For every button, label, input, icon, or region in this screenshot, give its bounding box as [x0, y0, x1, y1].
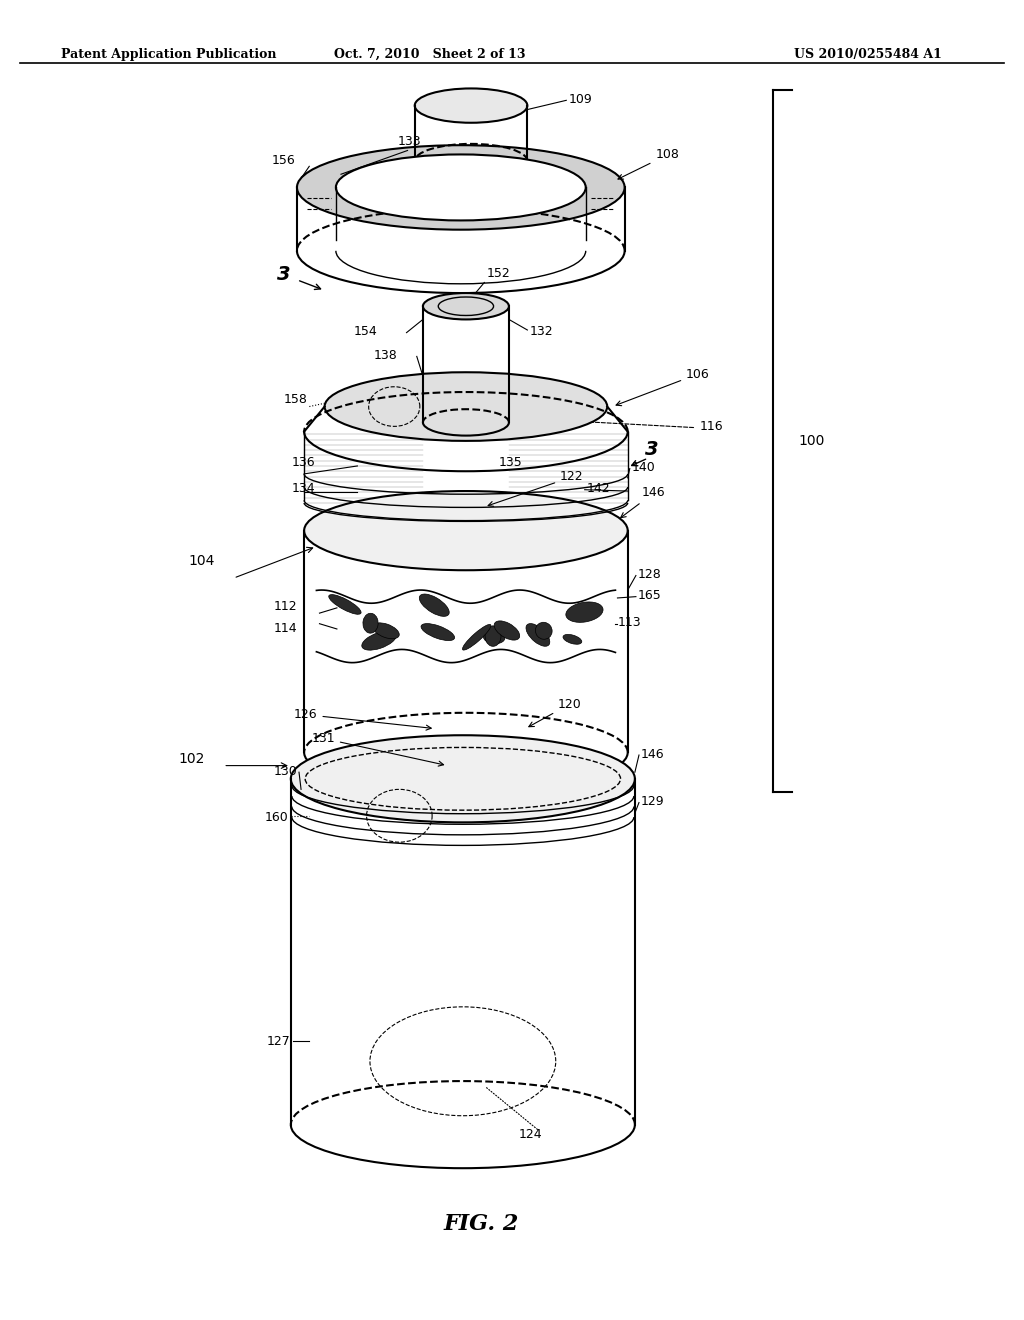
- Ellipse shape: [297, 145, 625, 230]
- Text: 146: 146: [641, 747, 665, 760]
- Text: 106: 106: [616, 367, 710, 405]
- Text: 132: 132: [529, 325, 553, 338]
- Text: 102: 102: [178, 752, 205, 766]
- Ellipse shape: [463, 624, 490, 649]
- Text: 142: 142: [587, 482, 610, 495]
- Ellipse shape: [419, 594, 450, 616]
- Text: 136: 136: [292, 455, 315, 469]
- Ellipse shape: [483, 631, 505, 644]
- Ellipse shape: [415, 88, 527, 123]
- Text: 154: 154: [353, 325, 377, 338]
- Ellipse shape: [536, 622, 552, 639]
- Text: 104: 104: [188, 554, 215, 568]
- Text: Oct. 7, 2010   Sheet 2 of 13: Oct. 7, 2010 Sheet 2 of 13: [334, 48, 526, 61]
- Ellipse shape: [526, 623, 550, 647]
- Ellipse shape: [485, 626, 501, 647]
- Text: 152: 152: [486, 267, 510, 280]
- Ellipse shape: [336, 154, 586, 220]
- Text: 122: 122: [488, 470, 584, 507]
- Ellipse shape: [304, 491, 628, 570]
- Text: 3: 3: [645, 441, 659, 459]
- Ellipse shape: [291, 735, 635, 822]
- Text: 120: 120: [528, 697, 582, 727]
- Text: Patent Application Publication: Patent Application Publication: [61, 48, 276, 61]
- Text: 146: 146: [621, 486, 666, 517]
- Text: 113: 113: [617, 616, 641, 630]
- Ellipse shape: [495, 620, 520, 640]
- Ellipse shape: [421, 623, 455, 640]
- Text: 156: 156: [271, 153, 295, 166]
- Text: 114: 114: [273, 622, 297, 635]
- Text: 108: 108: [618, 148, 679, 180]
- Ellipse shape: [361, 631, 396, 651]
- Ellipse shape: [373, 623, 399, 639]
- Text: 138: 138: [374, 348, 397, 362]
- Ellipse shape: [566, 602, 603, 622]
- Ellipse shape: [325, 372, 607, 441]
- Text: 100: 100: [799, 434, 825, 447]
- Ellipse shape: [362, 614, 378, 634]
- Text: 135: 135: [499, 455, 522, 469]
- Text: 133: 133: [397, 135, 421, 148]
- Text: 129: 129: [641, 795, 665, 808]
- Text: 126: 126: [294, 708, 431, 730]
- Text: 131: 131: [311, 731, 443, 766]
- Ellipse shape: [563, 635, 582, 644]
- Text: US 2010/0255484 A1: US 2010/0255484 A1: [795, 48, 942, 61]
- Text: 3: 3: [276, 265, 291, 284]
- Text: 130: 130: [273, 764, 297, 777]
- Text: 160: 160: [265, 810, 289, 824]
- Text: 124: 124: [519, 1127, 543, 1140]
- Ellipse shape: [423, 293, 509, 319]
- Text: 134: 134: [292, 482, 315, 495]
- Text: 116: 116: [699, 420, 723, 433]
- Text: FIG. 2: FIG. 2: [443, 1213, 519, 1236]
- Text: 127: 127: [267, 1035, 291, 1048]
- Ellipse shape: [329, 594, 361, 614]
- Text: 165: 165: [638, 589, 662, 602]
- Text: 109: 109: [568, 92, 592, 106]
- Text: 158: 158: [284, 392, 307, 405]
- Text: 112: 112: [273, 601, 297, 614]
- Text: 128: 128: [638, 568, 662, 581]
- Text: 140: 140: [632, 461, 655, 474]
